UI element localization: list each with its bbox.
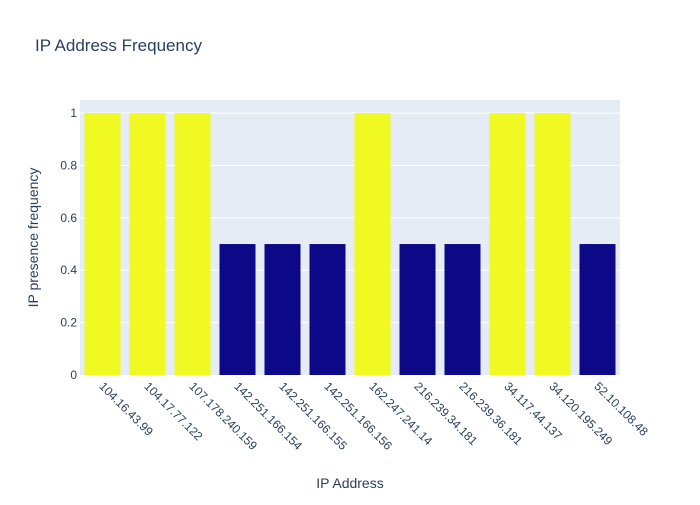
y-tick-label: 0 [70, 368, 77, 382]
x-axis-ticks: 104.16.43.99104.17.77.122107.178.240.159… [96, 379, 651, 453]
bar [444, 244, 481, 375]
y-tick-label: 0.8 [60, 158, 77, 172]
bar [489, 113, 526, 375]
bar [534, 113, 571, 375]
y-tick-label: 1 [70, 106, 77, 120]
bar [84, 113, 121, 375]
y-tick-label: 0.4 [60, 263, 77, 277]
bar [129, 113, 166, 375]
plot-area [80, 100, 620, 375]
y-axis-ticks: 0 0.2 0.4 0.6 0.8 1 [60, 106, 77, 382]
y-axis-title: IP presence frequency [25, 168, 41, 308]
bar [219, 244, 256, 375]
y-tick-label: 0.2 [60, 316, 77, 330]
x-axis-title: IP Address [316, 475, 383, 491]
bars [84, 113, 616, 375]
bar [309, 244, 346, 375]
bar [354, 113, 391, 375]
bar [579, 244, 616, 375]
bar [264, 244, 301, 375]
bar [399, 244, 436, 375]
chart-title: IP Address Frequency [35, 36, 202, 55]
gridlines [80, 112, 620, 324]
y-tick-label: 0.6 [60, 211, 77, 225]
bar [174, 113, 211, 375]
